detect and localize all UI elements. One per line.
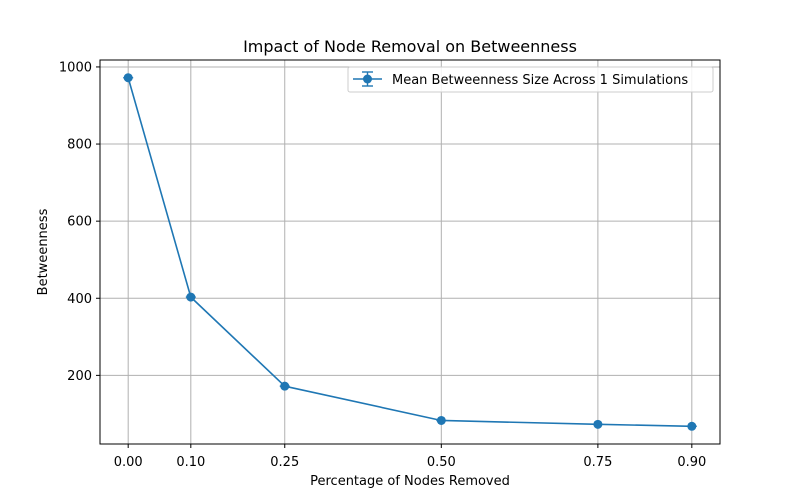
x-tick-label: 0.00 [114, 455, 143, 470]
y-tick-label: 400 [67, 292, 92, 307]
y-tick-label: 1000 [59, 60, 92, 75]
legend-box [347, 66, 714, 93]
data-point [687, 421, 697, 431]
series-layer [123, 73, 697, 431]
legend-swatch [353, 71, 382, 87]
plot-frame [99, 59, 721, 445]
x-tick-label: 0.75 [583, 455, 612, 470]
x-tick-label: 0.10 [176, 455, 205, 470]
legend-swatch-marker [363, 74, 372, 84]
data-point [280, 381, 290, 391]
x-axis: 0.00 0.10 0.25 0.50 0.75 0.90 [114, 444, 706, 470]
series-line [127, 77, 692, 428]
data-point [186, 292, 196, 302]
data-point [123, 73, 133, 83]
x-tick-label: 0.50 [427, 455, 456, 470]
y-axis-title: Betweenness [36, 208, 51, 295]
legend: Mean Betweenness Size Across 1 Simulatio… [347, 66, 714, 93]
x-tick-label: 0.25 [270, 455, 299, 470]
y-tick-label: 600 [67, 215, 92, 230]
chart-title: Impact of Node Removal on Betweenness [243, 37, 577, 56]
x-axis-title: Percentage of Nodes Removed [310, 474, 510, 489]
data-point [436, 415, 446, 425]
y-tick-label: 200 [67, 369, 92, 384]
x-tick-label: 0.90 [677, 455, 706, 470]
y-axis: 200 400 600 800 1000 [59, 60, 100, 384]
data-point [593, 419, 603, 429]
legend-label: Mean Betweenness Size Across 1 Simulatio… [392, 73, 688, 88]
y-tick-label: 800 [67, 138, 92, 153]
